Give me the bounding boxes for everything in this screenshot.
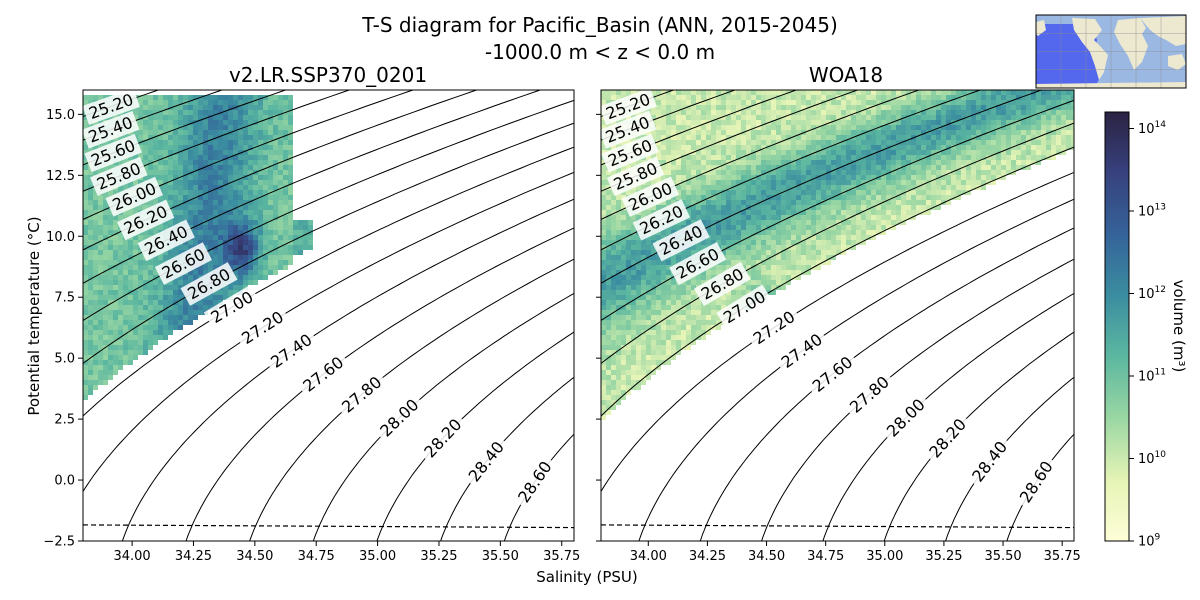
contour-line-26-60 <box>601 99 1074 322</box>
inset-land-africa-europe <box>1114 18 1148 70</box>
contour-line-26-20 <box>83 90 479 251</box>
y-tick-label: 7.5 <box>54 291 75 306</box>
panel1-freezing-line <box>83 524 574 529</box>
contour-line-26-60 <box>83 99 574 322</box>
y-tick-label: 0.0 <box>54 474 75 489</box>
contour-line-26-80 <box>83 122 574 365</box>
contour-line-26-40 <box>601 90 1044 284</box>
colorbar-label: volume (m³) <box>1170 280 1188 373</box>
inset-gridlines <box>1036 15 1186 88</box>
panel1-title: v2.LR.SSP370_0201 <box>229 63 427 87</box>
panel2-freezing-line <box>601 524 1074 529</box>
colorbar-ticks: 109 1010 1011 1012 1013 1014 <box>1129 120 1166 550</box>
contour-label: 27.60 <box>299 353 347 396</box>
colorbar-tick-label: 1011 <box>1138 368 1166 385</box>
x-tick-label: 34.25 <box>689 549 726 564</box>
contour-line-26-00 <box>601 90 921 221</box>
colorbar-tick-label: 1013 <box>1138 203 1166 220</box>
figure-title-line1: T-S diagram for Pacific_Basin (ANN, 2015… <box>361 13 838 37</box>
contour-line-27-80 <box>761 258 1074 541</box>
colorbar: 109 1010 1011 1012 1013 1014 volume (m³) <box>1104 111 1188 550</box>
panel2-title: WOA18 <box>809 63 883 87</box>
contour-line-28-00 <box>822 292 1074 541</box>
contour-line-27-40 <box>638 198 1074 541</box>
inset-map <box>1035 14 1187 89</box>
contour-line-28-20 <box>883 331 1074 541</box>
figure-title-line2: -1000.0 m < z < 0.0 m <box>485 40 715 64</box>
contour-line-28-00 <box>312 292 574 541</box>
panel1-x-ticks: 34.00 34.25 34.50 34.75 35.00 35.25 35.50 35.75 <box>113 541 580 564</box>
contour-label: 28.20 <box>420 415 465 461</box>
panel2-y-ticks <box>596 113 601 542</box>
x-tick-label: 35.00 <box>359 549 396 564</box>
y-tick-label: 15.0 <box>46 108 75 123</box>
panel2-frame <box>600 89 1075 542</box>
contour-label: 27.20 <box>750 307 799 348</box>
x-tick-label: 35.75 <box>1044 549 1081 564</box>
x-tick-label: 35.50 <box>984 549 1021 564</box>
panel1-frame <box>82 89 575 542</box>
panel2-x-ticks: 34.00 34.25 34.50 34.75 35.00 35.25 35.50 35.75 <box>630 541 1081 564</box>
contour-label: 28.40 <box>465 438 508 486</box>
x-tick-label: 35.25 <box>925 549 962 564</box>
x-tick-label: 34.25 <box>175 549 212 564</box>
x-tick-label: 34.50 <box>748 549 785 564</box>
x-tick-label: 34.50 <box>236 549 273 564</box>
contour-label: 28.00 <box>376 395 422 440</box>
contour-line-27-20 <box>83 171 574 493</box>
colorbar-tick-label: 1010 <box>1138 450 1166 467</box>
x-axis-label: Salinity (PSU) <box>536 568 638 586</box>
y-axis-label: Potential temperature (°C) <box>25 216 43 415</box>
inset-land-australia <box>1168 54 1186 70</box>
colorbar-tick-label: 1014 <box>1138 120 1166 137</box>
y-tick-label: 2.5 <box>54 413 75 428</box>
panel2-plot: 25.2025.4025.6025.8026.0026.2026.4026.60… <box>596 87 1081 564</box>
colorbar-tick-label: 109 <box>1138 533 1161 550</box>
contour-line-25-80 <box>83 90 351 192</box>
contour-label: 27.80 <box>338 372 385 416</box>
contour-label: 28.60 <box>1016 458 1057 507</box>
x-tick-label: 34.75 <box>807 549 844 564</box>
contour-label: 28.00 <box>883 395 929 441</box>
contour-label: 28.20 <box>925 415 970 462</box>
x-tick-label: 34.00 <box>113 549 150 564</box>
contour-line-28-20 <box>376 331 574 541</box>
colorbar-gradient <box>1104 111 1130 542</box>
contour-line-26-80 <box>601 122 1074 365</box>
inset-land-asia <box>1140 16 1186 46</box>
contour-line-27-60 <box>185 227 574 541</box>
contour-line-27-80 <box>249 258 574 541</box>
contour-line-27-60 <box>699 227 1074 541</box>
inset-frame <box>1035 14 1187 89</box>
y-tick-label: 10.0 <box>46 230 75 245</box>
inset-land-americas <box>1072 18 1108 80</box>
contour-label: 27.60 <box>809 352 857 395</box>
contour-label: 27.20 <box>238 307 287 348</box>
contour-line-26-00 <box>83 90 415 220</box>
panel1-y-ticks: −2.5 0.0 2.5 5.0 7.5 10.0 12.5 15.0 <box>43 108 83 550</box>
panel1-plot: 25.2025.4025.6025.8026.0026.2026.4026.60… <box>43 87 580 564</box>
y-tick-label: 12.5 <box>46 169 75 184</box>
x-tick-label: 34.75 <box>298 549 335 564</box>
inset-land-east-edge <box>1036 20 1046 36</box>
x-tick-label: 35.00 <box>866 549 903 564</box>
x-tick-label: 35.25 <box>420 549 457 564</box>
contour-label: 27.80 <box>846 372 893 417</box>
y-tick-label: 5.0 <box>54 352 75 367</box>
x-tick-label: 35.75 <box>543 549 580 564</box>
contour-line-26-40 <box>83 90 542 284</box>
colorbar-tick-label: 1012 <box>1138 285 1166 302</box>
x-tick-label: 34.00 <box>630 549 667 564</box>
y-tick-label: −2.5 <box>43 535 75 550</box>
x-tick-label: 35.50 <box>482 549 519 564</box>
contour-line-26-20 <box>601 90 982 251</box>
contour-line-27-40 <box>121 198 574 541</box>
contour-label: 28.40 <box>968 438 1011 486</box>
contour-line-25-80 <box>601 90 860 192</box>
